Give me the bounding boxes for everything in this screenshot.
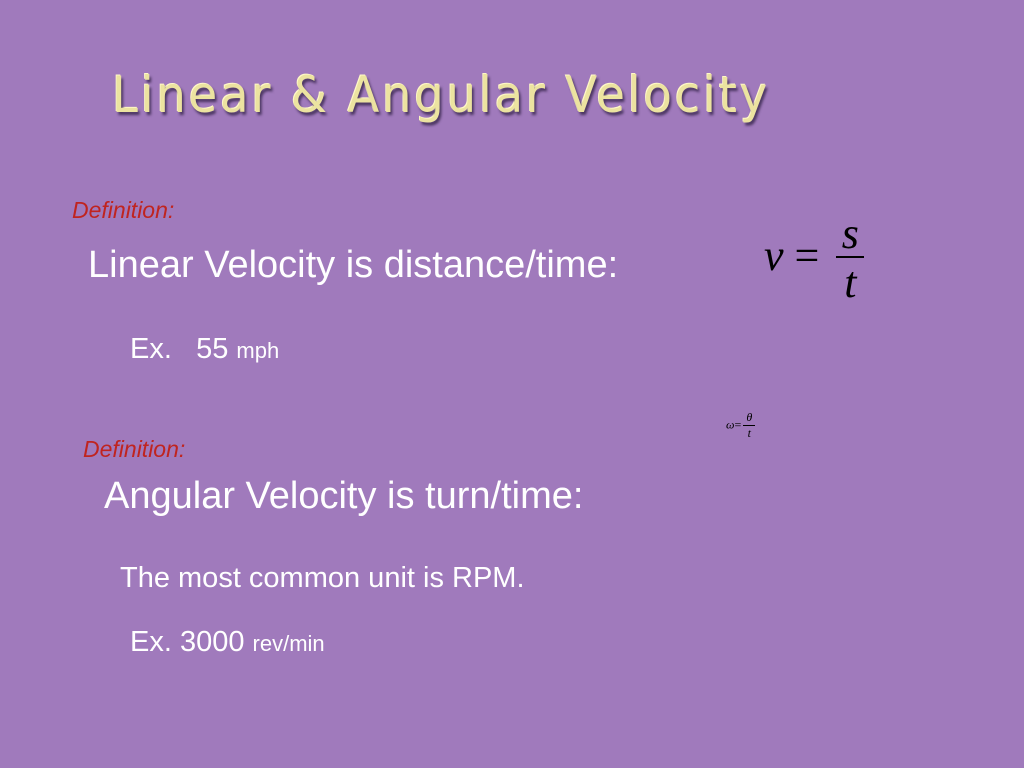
example-unit: rev/min xyxy=(252,631,325,656)
example-value: 3000 xyxy=(179,626,245,658)
slide-title: Linear & Angular Velocity xyxy=(112,66,771,124)
formula-lhs: v xyxy=(764,231,784,281)
formula-equals: = xyxy=(794,231,820,281)
linear-definition-label: Definition: xyxy=(72,197,175,223)
example-label: Ex. xyxy=(130,626,172,658)
formula-denominator: t xyxy=(844,258,857,307)
formula-numerator: s xyxy=(841,209,859,258)
angular-definition-label: Definition: xyxy=(83,436,186,462)
example-value: 55 xyxy=(196,333,229,365)
example-unit: mph xyxy=(236,338,280,363)
angular-example: Ex. 3000 rev/min xyxy=(130,626,325,659)
example-label: Ex. xyxy=(130,333,172,365)
formula-lhs: ω xyxy=(726,417,735,432)
angular-velocity-formula: ω= θ t xyxy=(726,410,756,441)
unit-note: The most common unit is RPM. xyxy=(120,562,525,594)
formula-denominator: t xyxy=(747,426,751,440)
formula-equals: = xyxy=(734,417,742,432)
linear-velocity-text: Linear Velocity is distance/time: xyxy=(88,244,619,286)
angular-velocity-text: Angular Velocity is turn/time: xyxy=(104,475,584,517)
linear-example: Ex. 55 mph xyxy=(130,333,279,366)
formula-numerator: θ xyxy=(746,410,753,424)
